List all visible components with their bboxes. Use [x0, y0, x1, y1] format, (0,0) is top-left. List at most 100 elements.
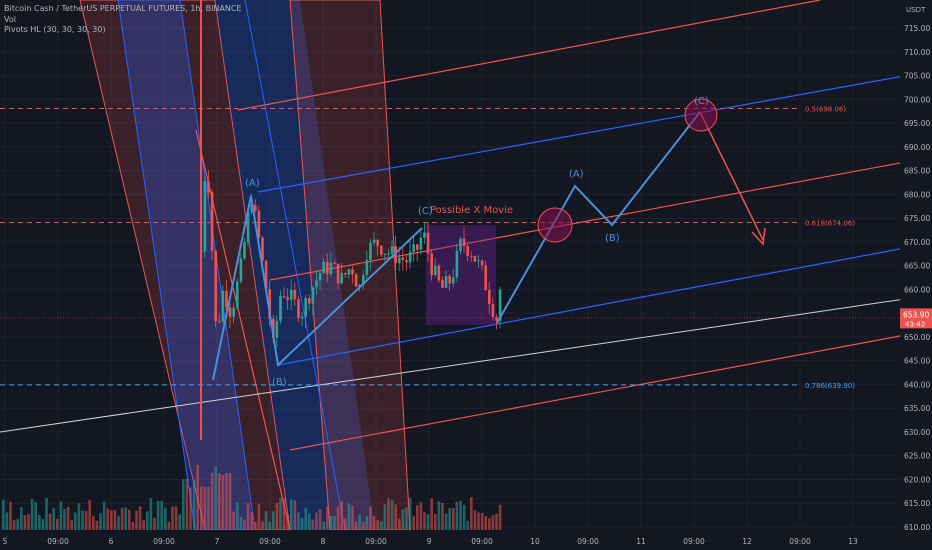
ascending-channels[interactable] — [0, 0, 932, 451]
candle-body[interactable] — [272, 318, 275, 338]
wave-label-a2[interactable]: (A) — [569, 169, 584, 180]
wave-label-c1[interactable]: (C) — [418, 206, 433, 217]
wave-label-c2[interactable]: (C) — [694, 96, 709, 107]
candle-body[interactable] — [293, 289, 297, 300]
candle-body[interactable] — [419, 237, 423, 250]
candle-body[interactable] — [412, 244, 415, 252]
candle-body[interactable] — [470, 255, 473, 257]
candle-body[interactable] — [308, 298, 311, 304]
mid-red-line[interactable] — [269, 156, 932, 281]
candle-body[interactable] — [344, 273, 347, 275]
candle-body[interactable] — [452, 277, 455, 284]
current-price-badge[interactable] — [900, 308, 932, 329]
symbol-title[interactable]: Bitcoin Cash / TetherUS PERPETUAL FUTURE… — [4, 4, 242, 13]
possible-move-label[interactable]: Possible X Movie — [430, 205, 513, 216]
candle-body[interactable] — [434, 265, 437, 276]
wave-label-b1[interactable]: (B) — [272, 377, 287, 388]
candle-body[interactable] — [484, 265, 487, 291]
volume-indicator-label[interactable]: Vol — [4, 14, 16, 24]
candle-body[interactable] — [268, 288, 271, 319]
candle-body[interactable] — [329, 262, 333, 275]
candle-body[interactable] — [297, 299, 300, 319]
candle-body[interactable] — [282, 296, 286, 298]
descending-channels[interactable] — [79, 0, 411, 531]
candle-body[interactable] — [236, 281, 239, 308]
candle-body[interactable] — [387, 253, 390, 255]
candle-body[interactable] — [376, 239, 379, 246]
channel-mid-blue[interactable] — [244, 0, 346, 531]
candle-body[interactable] — [250, 204, 253, 212]
candle-body[interactable] — [318, 273, 322, 281]
candle-body[interactable] — [401, 257, 405, 261]
target-circle-2[interactable] — [684, 98, 718, 132]
candle-body[interactable] — [210, 192, 214, 251]
candle-body[interactable] — [279, 296, 282, 321]
target-circle-1[interactable] — [537, 207, 573, 243]
candle-body[interactable] — [290, 289, 293, 300]
candles[interactable] — [200, 0, 502, 440]
projection-down[interactable] — [699, 111, 764, 241]
candle-body[interactable] — [300, 316, 304, 319]
candle-body[interactable] — [322, 261, 325, 274]
time-axis[interactable]: 5 09:00 6 09:00 7 09:00 8 09:00 9 09:00 10 09:00 11 0… — [0, 530, 932, 550]
candle-body[interactable] — [398, 257, 401, 264]
candle-body[interactable] — [488, 290, 491, 305]
candle-body[interactable] — [480, 260, 484, 266]
candle-body[interactable] — [372, 239, 376, 243]
fib-levels[interactable]: 0.5(698.06) 0.618(674.06) 0.786(639.90) — [0, 106, 855, 390]
candle-body[interactable] — [232, 307, 235, 317]
candle-body[interactable] — [441, 280, 444, 288]
upper-blue-line[interactable] — [257, 70, 932, 193]
candle-body[interactable] — [491, 304, 495, 317]
price-axis[interactable]: USDT 715.00 710.00 705.00 700.00 695.00 690.00… — [900, 0, 932, 550]
candle-body[interactable] — [246, 211, 250, 242]
wave-label-b2[interactable]: (B) — [605, 233, 620, 244]
candle-body[interactable] — [336, 263, 340, 284]
candle-body[interactable] — [358, 284, 361, 287]
lower-blue-line[interactable] — [277, 242, 932, 366]
candle-body[interactable] — [444, 276, 448, 288]
candle-body[interactable] — [243, 241, 246, 259]
candle-body[interactable] — [214, 250, 217, 322]
candle-body[interactable] — [218, 321, 221, 323]
candle-body[interactable] — [473, 256, 477, 262]
upper-red-line[interactable] — [237, 0, 821, 111]
candle-body[interactable] — [315, 280, 318, 288]
candle-body[interactable] — [362, 275, 365, 285]
candle-body[interactable] — [423, 232, 426, 238]
candle-body[interactable] — [383, 253, 387, 255]
pivots-indicator-label[interactable]: Pivots HL (30, 30, 30, 30) — [4, 25, 106, 34]
candle-body[interactable] — [311, 287, 315, 304]
candle-body[interactable] — [380, 245, 383, 255]
wave-label-a1[interactable]: (A) — [245, 178, 260, 189]
candle-body[interactable] — [498, 289, 502, 321]
candle-body[interactable] — [275, 320, 279, 338]
candle-body[interactable] — [390, 246, 394, 254]
candle-body[interactable] — [221, 290, 225, 322]
candle-body[interactable] — [239, 258, 243, 282]
projection-wave[interactable] — [496, 111, 701, 324]
candle-body[interactable] — [333, 262, 336, 264]
candle-body[interactable] — [304, 298, 307, 317]
candle-body[interactable] — [462, 238, 466, 247]
candle-body[interactable] — [416, 244, 419, 250]
candle-body[interactable] — [351, 269, 354, 275]
white-trend-line[interactable] — [0, 294, 932, 433]
candle-body[interactable] — [203, 180, 207, 252]
lower-red-line[interactable] — [289, 329, 932, 451]
candle-body[interactable] — [459, 238, 462, 251]
candle-body[interactable] — [394, 246, 397, 264]
candle-body[interactable] — [207, 180, 210, 193]
candle-body[interactable] — [228, 307, 232, 317]
candle-body[interactable] — [477, 260, 480, 262]
candle-body[interactable] — [354, 274, 358, 287]
candle-body[interactable] — [405, 260, 408, 263]
candle-body[interactable] — [408, 251, 412, 263]
candle-body[interactable] — [426, 232, 430, 254]
candle-body[interactable] — [225, 290, 228, 308]
abc-wave-1[interactable] — [212, 195, 423, 381]
candle-body[interactable] — [347, 269, 351, 275]
candle-body[interactable] — [264, 260, 268, 289]
candle-body[interactable] — [437, 265, 441, 281]
